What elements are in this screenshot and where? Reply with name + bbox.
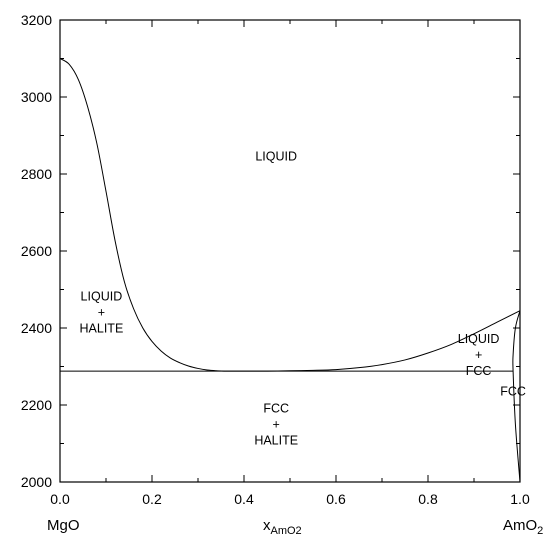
phase-boundary-3: [512, 310, 521, 483]
y-tick-label: 3200: [21, 12, 52, 28]
tick-labels: 0.0 0.2 0.4 0.6 0.8 1.0 2000 2200 2400 2600 2800 30…: [21, 12, 530, 507]
x-tick-label: 1.0: [510, 491, 530, 507]
region-labels: LIQUID LIQUID + HALITE LIQUID + FCC FCC + HALITE F…: [80, 150, 526, 448]
region-label: FCC: [500, 385, 526, 399]
x-axis-right-label: AmO2: [503, 517, 543, 537]
x-tick-label: 0.8: [418, 491, 438, 507]
x-tick-label: 0.4: [234, 491, 254, 507]
y-tick-label: 2800: [21, 166, 52, 182]
y-tick-label: 3000: [21, 89, 52, 105]
axis-ticks: [59, 19, 521, 483]
x-tick-label: 0.2: [142, 491, 162, 507]
x-tick-label: 0.6: [326, 491, 346, 507]
phase-boundary-0: [59, 58, 226, 372]
x-axis-left-label: MgO: [47, 517, 80, 534]
y-tick-label: 2200: [21, 397, 52, 413]
plot-frame: [59, 19, 521, 483]
region-label: LIQUID + HALITE: [80, 290, 124, 336]
y-tick-label: 2600: [21, 243, 52, 259]
phase-boundaries: [59, 58, 521, 483]
region-label: FCC + HALITE: [254, 401, 298, 447]
x-axis-label: xAmO2: [263, 517, 302, 537]
y-tick-label: 2000: [21, 474, 52, 490]
region-label: LIQUID + FCC: [458, 332, 500, 378]
x-tick-label: 0.0: [50, 491, 70, 507]
y-tick-label: 2400: [21, 320, 52, 336]
region-label: LIQUID: [255, 150, 297, 164]
